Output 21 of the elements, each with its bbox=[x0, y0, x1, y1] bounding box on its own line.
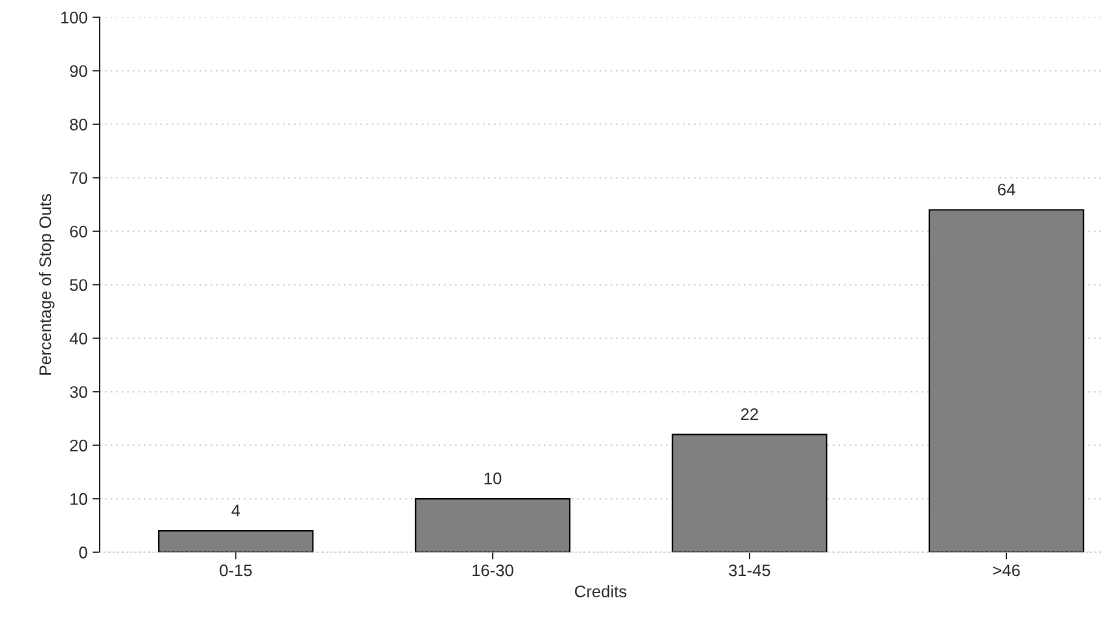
x-axis-title: Credits bbox=[575, 585, 627, 598]
data-label: 4 bbox=[231, 504, 240, 517]
x-tick-label: 31-45 bbox=[728, 564, 771, 577]
y-tick-label: 90 bbox=[70, 65, 88, 77]
y-tick-label: 10 bbox=[70, 493, 88, 505]
y-tick-label: 50 bbox=[69, 279, 88, 291]
data-label: 10 bbox=[484, 472, 502, 485]
x-tick-label: 0-15 bbox=[219, 564, 252, 577]
y-axis-title: Percentage of Stop Outs bbox=[38, 194, 55, 375]
y-tick-label: 30 bbox=[69, 386, 88, 398]
data-label: 64 bbox=[998, 183, 1016, 196]
y-tick-label: 60 bbox=[70, 225, 88, 238]
x-tick-label: >46 bbox=[993, 564, 1020, 577]
y-tick-label: 70 bbox=[70, 172, 88, 184]
y-tick-label: 20 bbox=[70, 439, 88, 452]
y-tick-label: 100 bbox=[61, 11, 88, 24]
x-tick-label: 16-30 bbox=[472, 564, 514, 577]
y-tick-label: 80 bbox=[70, 118, 88, 131]
y-tick-label: 0 bbox=[79, 546, 88, 559]
data-label: 22 bbox=[741, 408, 758, 420]
y-tick-label: 40 bbox=[69, 332, 88, 345]
